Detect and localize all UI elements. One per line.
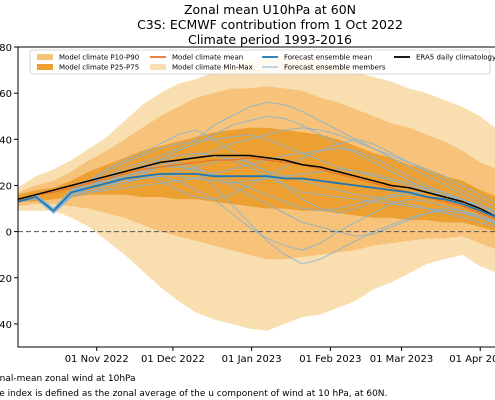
legend-entry-model-mean-label: Model climate mean	[172, 54, 243, 62]
y-tick-label: 40	[0, 135, 12, 146]
y-tick-label: 80	[0, 43, 12, 54]
chart-title-line-1: Zonal mean U10hPa at 60N	[183, 2, 357, 17]
y-tick-label: 0	[6, 228, 12, 239]
ensemble-member-2	[18, 175, 495, 251]
x-tick-label: 01 Feb 2023	[299, 354, 361, 365]
x-tick-label: 01 Dec 2022	[141, 354, 205, 365]
series-ens-mean	[18, 172, 495, 218]
band-p25-p75	[18, 127, 495, 231]
plot-frame	[17, 46, 495, 348]
legend-entry-minmax-label: Model climate Min-Max	[172, 64, 253, 72]
x-tick-label: 01 Nov 2022	[65, 354, 129, 365]
ensemble-member-7	[18, 138, 495, 210]
x-tick-label: 01 Jan 2023	[222, 354, 282, 365]
legend-entry-p25p75-swatch	[37, 64, 53, 70]
ensemble-member-11	[18, 134, 495, 215]
legend-entry-p10p90-label: Model climate P10-P90	[59, 54, 139, 62]
series-era5	[18, 154, 495, 218]
ensemble-member-9	[18, 148, 495, 215]
footnote-line-1: Zonal-mean zonal wind at 10hPa	[0, 374, 136, 384]
footnote-line-2: The index is defined as the zonal averag…	[0, 389, 388, 399]
ensemble-member-14	[18, 166, 495, 213]
ensemble-member-13	[18, 115, 495, 220]
x-tick-label: 01 Mar 2023	[370, 354, 433, 365]
legend-entry-ens-mean-label: Forecast ensemble mean	[284, 54, 372, 62]
chart-title-line-3: Climate period 1993-2016	[187, 32, 352, 47]
legend-entry-p10p90-swatch	[37, 54, 53, 60]
ensemble-member-3	[18, 101, 495, 213]
chart-title-line-2: C3S: ECMWF contribution from 1 Oct 2022	[137, 17, 403, 32]
y-tick-label: 20	[0, 181, 12, 192]
legend-entry-era5-label: ERA5 daily climatology	[416, 54, 495, 62]
y-tick-label: −40	[0, 320, 12, 331]
x-tick-label: 01 Apr 2023	[449, 354, 495, 365]
legend-entry-members-label: Forecast ensemble members	[284, 64, 386, 72]
y-tick-label: 60	[0, 89, 12, 100]
y-tick-label: −20	[0, 274, 12, 285]
legend-entry-minmax-swatch	[150, 64, 166, 70]
legend-entry-p25p75-label: Model climate P25-P75	[59, 64, 139, 72]
legend-box	[29, 49, 491, 75]
